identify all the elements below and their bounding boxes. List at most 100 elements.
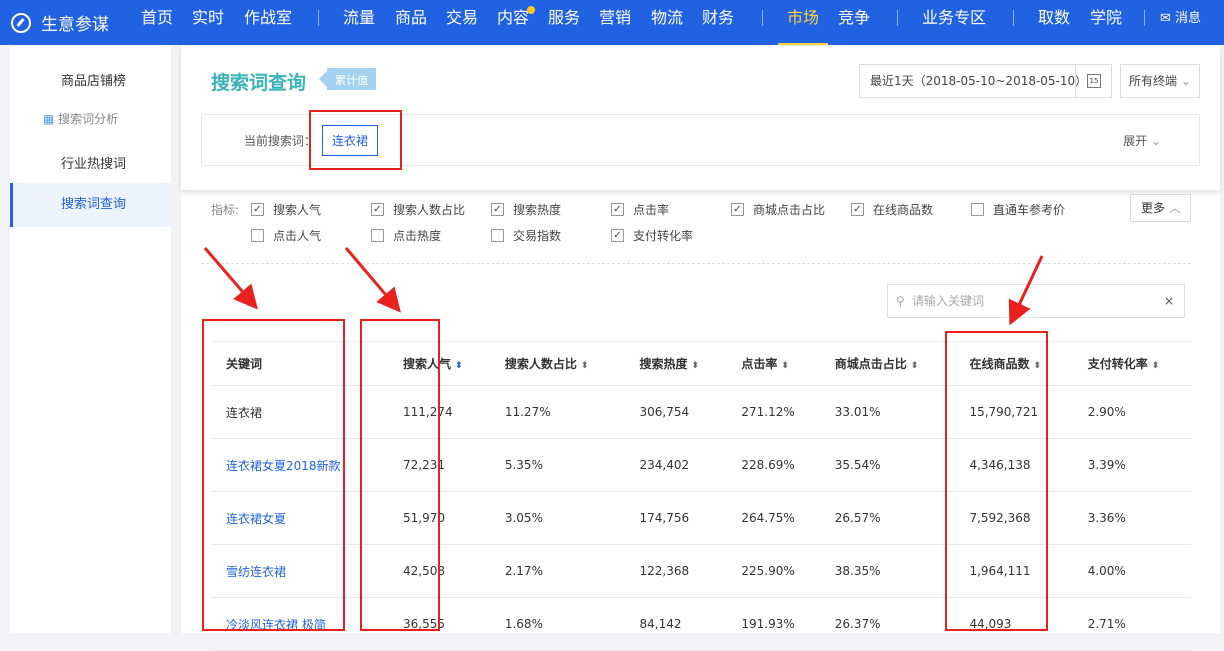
table-cell: 264.75% <box>726 491 820 545</box>
sort-icon[interactable]: ⬍ <box>910 361 919 371</box>
table-cell: 306,754 <box>624 385 727 439</box>
current-keyword-chip[interactable]: 连衣裙 <box>322 125 379 156</box>
annotation-box <box>360 319 440 631</box>
keyword-table: 关键词 搜索人气 ⬍ 搜索人数占比 ⬍ 搜索热度 ⬍ 点击率 ⬍ 商城点击占比 ⬍ 在线商品数 ⬍ 支付转… <box>211 341 1191 651</box>
sort-icon[interactable]: ⬍ <box>580 361 589 371</box>
column-header[interactable]: 搜索热度 ⬍ <box>624 341 727 386</box>
nav-marketing[interactable]: 营销 <box>599 8 632 27</box>
table-row: 连衣裙女夏 51,970 3.05% 174,756 264.75% 26.57% 7,59… <box>211 491 1191 545</box>
sidebar-item-shop-rank[interactable]: 商品店铺榜 <box>61 74 127 89</box>
column-header[interactable]: 支付转化率 ⬍ <box>1072 341 1191 386</box>
sort-icon[interactable]: ⬍ <box>455 361 463 371</box>
nav-divider <box>318 10 319 26</box>
metric-checkbox[interactable]: ✓ 搜索人数占比 <box>371 201 465 218</box>
nav-business[interactable]: 业务专区 <box>922 8 987 27</box>
nav-market[interactable]: 市场 <box>778 0 829 45</box>
more-button[interactable]: 更多 ︿ <box>1130 194 1191 222</box>
metric-label: 点击热度 <box>393 229 442 243</box>
nav-logistics[interactable]: 物流 <box>651 8 684 27</box>
checkbox-icon <box>371 229 384 242</box>
nav-home[interactable]: 首页 <box>141 8 174 27</box>
table-row: 雪纺连衣裙 42,508 2.17% 122,368 225.90% 38.35% 1,96… <box>211 544 1191 598</box>
sort-icon[interactable]: ⬍ <box>1033 361 1041 371</box>
arrow <box>344 247 401 313</box>
clear-icon[interactable]: × <box>1163 294 1174 308</box>
metric-checkbox[interactable]: ✓ 在线商品数 <box>851 201 933 218</box>
nav-data[interactable]: 取数 <box>1038 8 1071 27</box>
terminal-select[interactable]: 所有终端 ⌄ <box>1120 64 1200 98</box>
metric-checkbox[interactable]: 直通车参考价 <box>971 201 1065 218</box>
table-cell: 1,964,111 <box>954 544 1073 598</box>
checkbox-icon: ✓ <box>731 203 744 216</box>
checkbox-icon: ✓ <box>611 203 624 216</box>
metric-label: 搜索热度 <box>513 203 562 217</box>
metric-checkbox[interactable]: ✓ 点击率 <box>611 201 669 218</box>
keyword-search-input[interactable]: ⚲ 请输入关键词 × <box>887 284 1185 318</box>
table-cell: 38.35% <box>819 544 955 598</box>
nav-service[interactable]: 服务 <box>548 8 581 27</box>
calendar-button[interactable]: 15 <box>1075 65 1111 97</box>
nav-divider <box>897 10 898 26</box>
keyword-cell[interactable]: 连衣裙女夏2018新款 <box>211 438 388 492</box>
sort-icon[interactable]: ⬍ <box>1151 361 1160 371</box>
current-keyword-label: 当前搜索词： <box>244 134 317 148</box>
keyword-cell[interactable]: 连衣裙女夏 <box>211 491 388 545</box>
metric-checkbox[interactable]: 点击热度 <box>371 227 441 244</box>
nav-divider <box>1013 10 1014 26</box>
date-range-picker[interactable]: 最近1天（2018-05-10~2018-05-10） 15 <box>859 64 1112 98</box>
nav-realtime[interactable]: 实时 <box>192 8 225 27</box>
nav-traffic[interactable]: 流量 <box>343 8 376 27</box>
column-header[interactable]: 点击率 ⬍ <box>726 341 820 386</box>
chevron-down-icon: ⌄ <box>1180 74 1191 88</box>
annotation-arrows <box>203 247 1044 326</box>
arrow <box>203 247 258 310</box>
metric-label: 商城点击占比 <box>753 203 826 217</box>
checkbox-icon: ✓ <box>611 229 624 242</box>
nav-warroom[interactable]: 作战室 <box>244 8 293 27</box>
metric-checkbox[interactable]: ✓ 搜索人气 <box>251 201 321 218</box>
checkbox-icon <box>971 203 984 216</box>
sort-icon[interactable]: ⬍ <box>691 361 700 371</box>
table-cell: 4,346,138 <box>954 438 1073 492</box>
expand-button[interactable]: 展开 ⌄ <box>1123 132 1161 149</box>
sidebar-item-word-query[interactable]: 搜索词查询 <box>10 183 171 227</box>
nav-content[interactable]: 内容 <box>497 0 536 45</box>
sidebar-item-hot-words[interactable]: 行业热搜词 <box>61 157 127 172</box>
metric-checkbox[interactable]: ✓ 搜索热度 <box>491 201 561 218</box>
nav-divider <box>1144 10 1145 26</box>
sidebar: 商品店铺榜 ▦ 搜索词分析 行业热搜词 搜索词查询 <box>10 46 171 633</box>
column-label: 点击率 <box>741 357 778 371</box>
table-cell: 2.17% <box>489 544 625 598</box>
logo-text: 生意参谋 <box>41 15 109 35</box>
metric-checkbox[interactable]: ✓ 商城点击占比 <box>731 201 825 218</box>
sort-icon[interactable]: ⬍ <box>781 361 789 371</box>
column-label: 搜索热度 <box>639 357 688 371</box>
keyword-cell[interactable]: 雪纺连衣裙 <box>211 544 388 598</box>
metric-checkbox[interactable]: 交易指数 <box>491 227 561 244</box>
mail-icon: ✉ <box>1160 11 1176 26</box>
metric-checkbox[interactable]: 点击人气 <box>251 227 321 244</box>
column-header[interactable]: 在线商品数 ⬍ <box>954 341 1073 386</box>
more-label: 更多 <box>1141 201 1166 215</box>
messages-link[interactable]: ✉ 消息 <box>1160 0 1201 45</box>
table-cell: 234,402 <box>624 438 727 492</box>
nav-competition[interactable]: 竞争 <box>838 8 871 27</box>
column-header[interactable]: 商城点击占比 ⬍ <box>819 341 955 386</box>
table-cell: 3.05% <box>489 491 625 545</box>
checkbox-icon: ✓ <box>851 203 864 216</box>
logo[interactable]: 生意参谋 <box>11 10 109 35</box>
nav-product[interactable]: 商品 <box>395 8 428 27</box>
metric-label: 点击人气 <box>273 229 322 243</box>
nav-academy[interactable]: 学院 <box>1090 8 1123 27</box>
column-header[interactable]: 搜索人数占比 ⬍ <box>489 341 625 386</box>
checkbox-icon: ✓ <box>371 203 384 216</box>
search-icon: ⚲ <box>896 294 905 308</box>
nav-finance[interactable]: 财务 <box>702 8 735 27</box>
nav-trade[interactable]: 交易 <box>446 8 479 27</box>
divider <box>201 263 1191 264</box>
table-cell: 4.00% <box>1072 544 1191 598</box>
page-title: 搜索词查询 <box>211 72 307 94</box>
metrics-label: 指标: <box>211 203 240 217</box>
metric-checkbox[interactable]: ✓ 支付转化率 <box>611 227 693 244</box>
annotation-box <box>309 110 402 170</box>
